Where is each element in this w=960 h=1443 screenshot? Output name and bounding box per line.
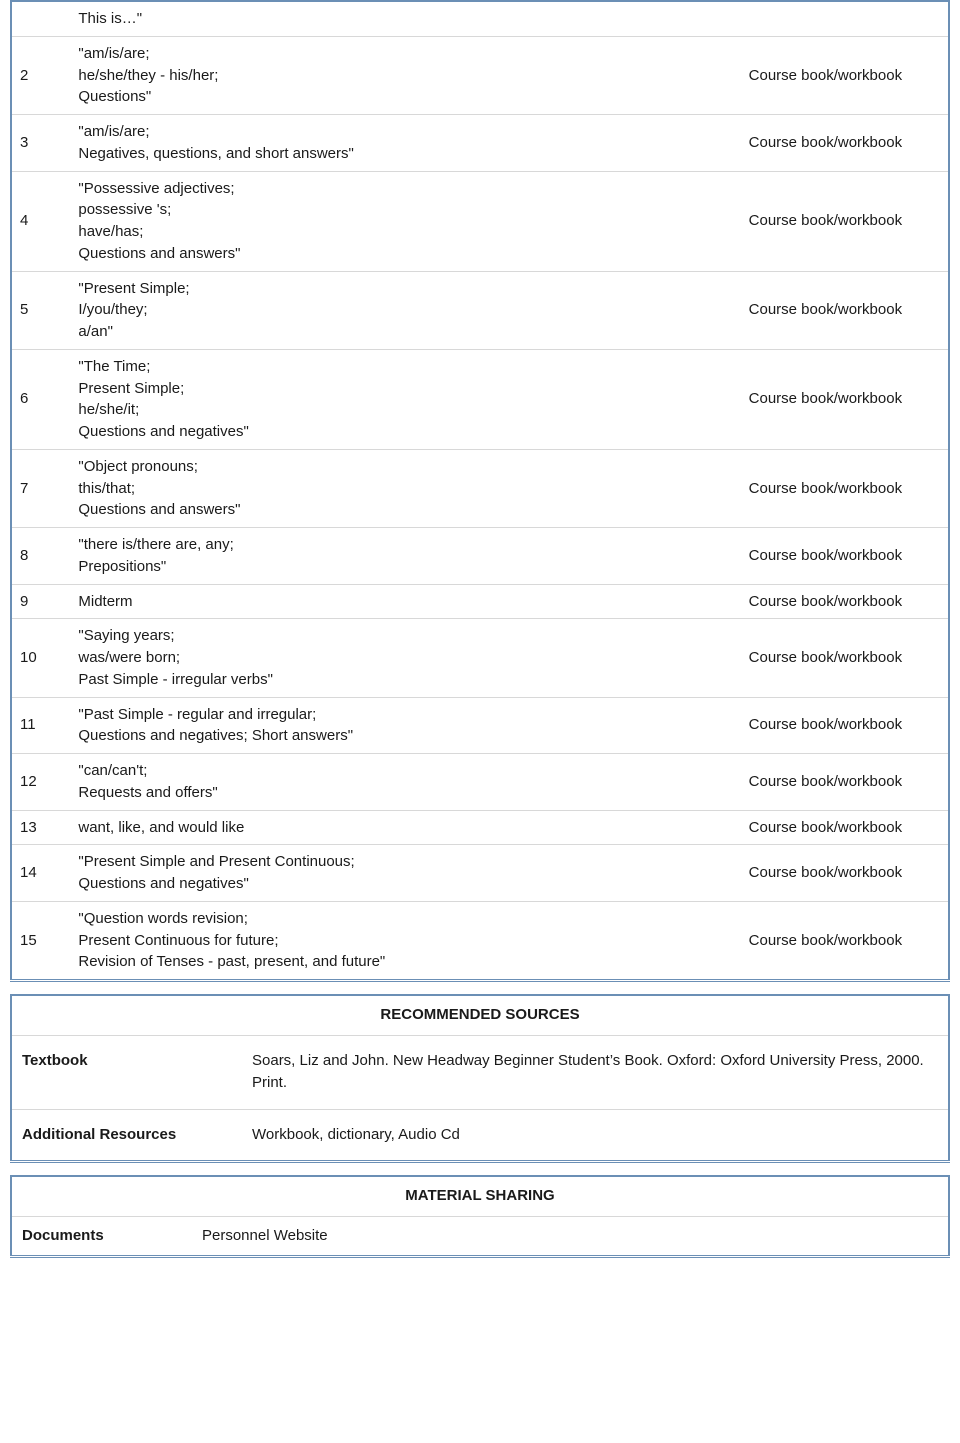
material-sharing-box: MATERIAL SHARING Documents Personnel Web… bbox=[10, 1175, 950, 1258]
table-row: This is…" bbox=[11, 1, 949, 36]
week-number: 11 bbox=[11, 697, 70, 754]
week-topic: "am/is/are; Negatives, questions, and sh… bbox=[70, 115, 740, 172]
week-topic: "there is/there are, any; Prepositions" bbox=[70, 528, 740, 585]
documents-label: Documents bbox=[11, 1216, 192, 1257]
week-material: Course book/workbook bbox=[741, 449, 949, 527]
week-material: Course book/workbook bbox=[741, 584, 949, 619]
week-topic: "am/is/are; he/she/they - his/her; Quest… bbox=[70, 36, 740, 114]
documents-value: Personnel Website bbox=[192, 1216, 949, 1257]
week-number: 14 bbox=[11, 845, 70, 902]
week-material: Course book/workbook bbox=[741, 754, 949, 811]
table-row: 14"Present Simple and Present Continuous… bbox=[11, 845, 949, 902]
week-number: 4 bbox=[11, 171, 70, 271]
week-topic: "Question words revision; Present Contin… bbox=[70, 901, 740, 980]
week-number bbox=[11, 1, 70, 36]
week-topic: "Saying years; was/were born; Past Simpl… bbox=[70, 619, 740, 697]
week-material: Course book/workbook bbox=[741, 810, 949, 845]
material-sharing-title: MATERIAL SHARING bbox=[11, 1176, 949, 1216]
week-material: Course book/workbook bbox=[741, 528, 949, 585]
week-material: Course book/workbook bbox=[741, 115, 949, 172]
week-material: Course book/workbook bbox=[741, 36, 949, 114]
week-material: Course book/workbook bbox=[741, 619, 949, 697]
week-material bbox=[741, 1, 949, 36]
week-number: 10 bbox=[11, 619, 70, 697]
week-number: 8 bbox=[11, 528, 70, 585]
week-topic: "can/can't; Requests and offers" bbox=[70, 754, 740, 811]
table-row: 11"Past Simple - regular and irregular; … bbox=[11, 697, 949, 754]
week-topic: "Present Simple and Present Continuous; … bbox=[70, 845, 740, 902]
week-number: 12 bbox=[11, 754, 70, 811]
week-number: 13 bbox=[11, 810, 70, 845]
textbook-value: Soars, Liz and John. New Headway Beginne… bbox=[242, 1035, 949, 1109]
table-row: 6"The Time; Present Simple; he/she/it; Q… bbox=[11, 349, 949, 449]
syllabus-table: This is…"2"am/is/are; he/she/they - his/… bbox=[10, 0, 950, 982]
week-topic: want, like, and would like bbox=[70, 810, 740, 845]
week-number: 2 bbox=[11, 36, 70, 114]
week-material: Course book/workbook bbox=[741, 697, 949, 754]
week-number: 6 bbox=[11, 349, 70, 449]
table-row: 8"there is/there are, any; Prepositions"… bbox=[11, 528, 949, 585]
week-material: Course book/workbook bbox=[741, 171, 949, 271]
week-topic: "The Time; Present Simple; he/she/it; Qu… bbox=[70, 349, 740, 449]
table-row: 10"Saying years; was/were born; Past Sim… bbox=[11, 619, 949, 697]
table-row: 13want, like, and would likeCourse book/… bbox=[11, 810, 949, 845]
week-number: 9 bbox=[11, 584, 70, 619]
table-row: 5"Present Simple; I/you/they; a/an"Cours… bbox=[11, 271, 949, 349]
recommended-sources-box: RECOMMENDED SOURCES Textbook Soars, Liz … bbox=[10, 994, 950, 1163]
table-row: 3"am/is/are; Negatives, questions, and s… bbox=[11, 115, 949, 172]
week-topic: "Past Simple - regular and irregular; Qu… bbox=[70, 697, 740, 754]
table-row: 7"Object pronouns; this/that; Questions … bbox=[11, 449, 949, 527]
week-material: Course book/workbook bbox=[741, 349, 949, 449]
week-material: Course book/workbook bbox=[741, 271, 949, 349]
week-number: 3 bbox=[11, 115, 70, 172]
textbook-label: Textbook bbox=[11, 1035, 242, 1109]
table-row: 15"Question words revision; Present Cont… bbox=[11, 901, 949, 980]
table-row: 4"Possessive adjectives; possessive 's; … bbox=[11, 171, 949, 271]
week-material: Course book/workbook bbox=[741, 845, 949, 902]
week-topic: This is…" bbox=[70, 1, 740, 36]
week-topic: "Possessive adjectives; possessive 's; h… bbox=[70, 171, 740, 271]
recommended-sources-title: RECOMMENDED SOURCES bbox=[11, 995, 949, 1035]
table-row: 12"can/can't; Requests and offers"Course… bbox=[11, 754, 949, 811]
week-number: 7 bbox=[11, 449, 70, 527]
week-number: 5 bbox=[11, 271, 70, 349]
week-material: Course book/workbook bbox=[741, 901, 949, 980]
additional-resources-label: Additional Resources bbox=[11, 1109, 242, 1162]
week-number: 15 bbox=[11, 901, 70, 980]
week-topic: Midterm bbox=[70, 584, 740, 619]
week-topic: "Present Simple; I/you/they; a/an" bbox=[70, 271, 740, 349]
additional-resources-value: Workbook, dictionary, Audio Cd bbox=[242, 1109, 949, 1162]
table-row: 9MidtermCourse book/workbook bbox=[11, 584, 949, 619]
week-topic: "Object pronouns; this/that; Questions a… bbox=[70, 449, 740, 527]
table-row: 2"am/is/are; he/she/they - his/her; Ques… bbox=[11, 36, 949, 114]
